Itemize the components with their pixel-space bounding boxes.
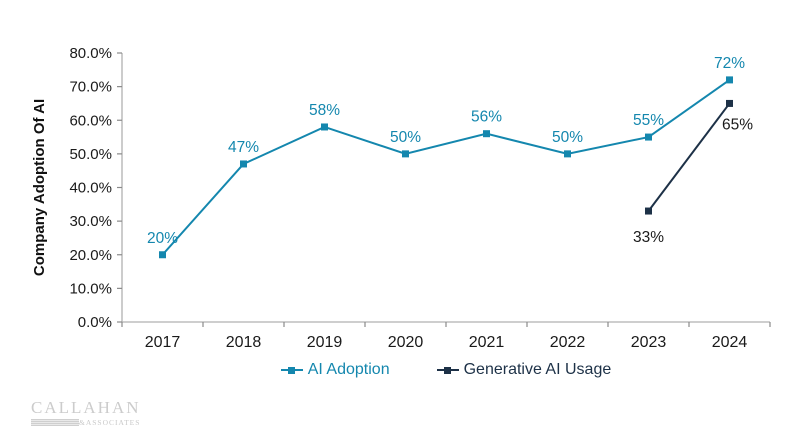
data-point-label: 72% xyxy=(714,55,745,72)
legend-label-ai-adoption: AI Adoption xyxy=(307,361,390,378)
data-point-marker xyxy=(321,123,328,131)
data-point-label: 50% xyxy=(552,129,583,146)
legend-label-generative-ai-usage: Generative AI Usage xyxy=(463,361,612,378)
logo-banner-stripes xyxy=(31,418,79,426)
data-point-marker xyxy=(564,150,571,158)
x-tick-label: 2021 xyxy=(469,334,505,351)
generative-ai-usage-line-marker-icon xyxy=(436,366,459,374)
x-tick-label: 2023 xyxy=(631,334,667,351)
y-tick-label: 40.0% xyxy=(69,180,112,197)
data-point-label: 20% xyxy=(147,230,178,247)
legend-item-generative-ai-usage: Generative AI Usage xyxy=(436,361,612,378)
logo-banner: &ASSOCIATES xyxy=(31,418,139,427)
data-point-label: 55% xyxy=(633,112,664,129)
data-point-label: 47% xyxy=(228,139,259,156)
series-line xyxy=(161,79,731,256)
data-point-marker xyxy=(726,76,733,84)
x-tick-label: 2022 xyxy=(550,334,586,351)
data-point-marker xyxy=(159,251,166,259)
logo-wordmark: CALLAHAN xyxy=(31,398,141,417)
data-point-marker xyxy=(726,99,733,107)
legend-item-ai-adoption: AI Adoption xyxy=(280,361,390,378)
logo-subtext: &ASSOCIATES xyxy=(79,417,141,427)
y-tick-label: 20.0% xyxy=(69,247,112,264)
data-point-label: 50% xyxy=(390,129,421,146)
data-point-label: 58% xyxy=(309,102,340,119)
y-tick-label: 80.0% xyxy=(69,45,112,62)
x-tick-label: 2017 xyxy=(145,334,181,351)
x-tick-label: 2019 xyxy=(307,334,343,351)
callahan-associates-logo: CALLAHAN &ASSOCIATES xyxy=(31,398,141,427)
y-tick-label: 60.0% xyxy=(69,112,112,129)
data-point-marker xyxy=(402,150,409,158)
y-axis-title: Company Adoption Of AI xyxy=(31,99,48,276)
x-tick-label: 2020 xyxy=(388,334,424,351)
series-line xyxy=(647,102,731,212)
x-tick-label: 2024 xyxy=(712,334,748,351)
data-point-label: 56% xyxy=(471,109,502,126)
chart-legend: AI Adoption Generative AI Usage xyxy=(122,362,770,378)
data-point-label: 65% xyxy=(722,116,753,133)
y-tick-label: 10.0% xyxy=(69,280,112,297)
y-tick-label: 70.0% xyxy=(69,79,112,96)
x-tick-label: 2018 xyxy=(226,334,262,351)
data-point-marker xyxy=(645,207,652,215)
ai-adoption-line-marker-icon xyxy=(280,366,303,374)
data-point-marker xyxy=(240,160,247,168)
data-point-label: 33% xyxy=(633,229,664,246)
data-point-marker xyxy=(645,133,652,141)
y-tick-label: 50.0% xyxy=(69,146,112,163)
y-tick-label: 30.0% xyxy=(69,213,112,230)
y-tick-label: 0.0% xyxy=(78,314,112,331)
data-point-marker xyxy=(483,130,490,138)
